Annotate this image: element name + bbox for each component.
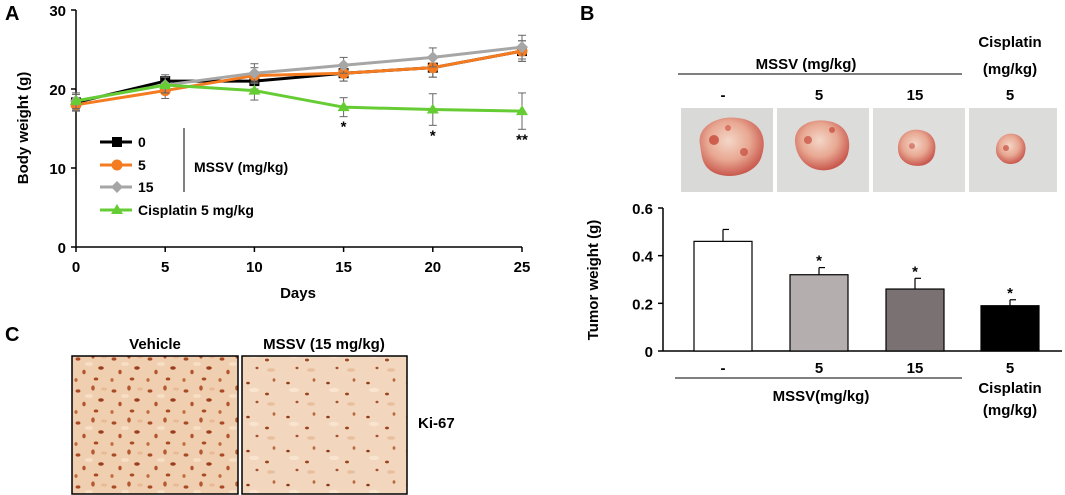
legend-group-label: MSSV (mg/kg) [194,159,288,175]
series-line [75,83,523,113]
legend-item-5: 5 [100,157,146,173]
x-axis-title: Days [280,285,316,302]
data-point [516,41,528,54]
tumor-photo-mssv-5 [777,108,869,192]
data-point [337,101,350,112]
circle-marker-icon [111,159,123,171]
tumor-photo-vehicle [681,108,773,192]
photo-header-cisplatin-unit: (mg/kg) [983,61,1037,78]
data-point [159,79,172,90]
bar [693,240,753,352]
significance-marker: * [341,119,347,136]
panel-label-c: C [5,324,19,346]
ihc-marker-label: Ki-67 [418,415,455,432]
bar [789,274,849,352]
ihc-vehicle-label: Vehicle [129,336,181,353]
data-point [337,59,350,72]
cisplatin-label: Cisplatin [978,380,1041,397]
photo-label: 5 [815,87,823,104]
category-label: 15 [907,360,924,377]
data-point [516,105,528,116]
data-point [70,94,82,105]
category-label: - [721,360,726,377]
legend: 0 5 15 MSSV (mg/kg) Cisplatin 5 mg/kg [100,128,288,218]
photo-header-cisplatin: Cisplatin [978,34,1041,51]
square-marker-icon [112,137,122,147]
bar [885,288,945,352]
y-tick-label: 20 [49,82,66,99]
tumor-weight-chart: 0 0.2 0.4 0.6 * * * Tumor weight (g) - 5 15 5 MS… [585,201,1062,419]
y-axis-title: Body weight (g) [15,72,32,185]
ihc-image-mssv-15 [241,355,408,495]
significance-marker: * [816,253,822,270]
y-tick-label: 0.2 [632,296,653,313]
x-tick-label: 25 [514,259,531,276]
significance-marker: * [1007,285,1013,302]
bar-group: * [885,263,945,352]
photo-label: 5 [1006,87,1014,104]
y-tick-label: 0.4 [632,249,654,266]
photo-label: - [721,87,726,104]
legend-label: 0 [138,134,146,150]
ihc-panel: Vehicle MSSV (15 mg/kg) Ki-67 [71,336,455,495]
legend-label: 15 [138,179,154,195]
bar-group: * [789,253,849,352]
cisplatin-unit-label: (mg/kg) [983,402,1037,419]
triangle-marker-icon [111,204,123,214]
significance-marker: * [912,263,918,280]
legend-item-0: 0 [100,134,146,150]
legend-label: 5 [138,157,146,173]
y-tick-label: 30 [49,3,66,20]
category-label: 5 [1006,360,1014,377]
category-label: 5 [815,360,823,377]
y-tick-label: 0.6 [632,201,653,218]
data-point [427,62,439,74]
y-tick-label: 10 [49,161,66,178]
photo-label: 15 [907,87,924,104]
data-point [426,103,439,114]
group-label: MSSV(mg/kg) [773,388,870,405]
significance-marker: * [430,127,436,144]
legend-label: Cisplatin 5 mg/kg [138,202,254,218]
legend-item-cisplatin: Cisplatin 5 mg/kg [100,202,254,218]
x-tick-label: 10 [246,259,263,276]
x-tick-label: 15 [335,259,352,276]
tumor-photo-cisplatin [969,108,1057,192]
series-line [75,49,523,107]
tumor-photo-panel: MSSV (mg/kg) Cisplatin (mg/kg) - 5 15 5 [678,34,1057,192]
ihc-treated-label: MSSV (15 mg/kg) [263,336,385,353]
ihc-image-vehicle [71,355,239,495]
tumor-photo-mssv-15 [873,108,965,192]
data-point [248,84,261,95]
x-tick-label: 20 [424,259,441,276]
bar-group [693,228,753,352]
series-cisplatin-5-mg-kg [70,76,528,130]
significance-marker: ** [516,131,528,148]
bar [980,305,1040,352]
data-point [248,67,261,80]
legend-item-15: 15 [100,179,154,195]
diamond-marker-icon [111,181,123,193]
bar-group: * [980,285,1040,352]
panel-label-a: A [5,3,19,25]
data-point [426,51,439,64]
y-axis-title: Tumor weight (g) [585,220,602,341]
y-tick-label: 0 [58,240,66,257]
panel-label-b: B [580,3,594,25]
x-tick-label: 0 [72,259,80,276]
x-tick-label: 5 [161,259,169,276]
photo-header-mssv: MSSV (mg/kg) [756,56,857,73]
y-tick-label: 0 [645,344,653,361]
